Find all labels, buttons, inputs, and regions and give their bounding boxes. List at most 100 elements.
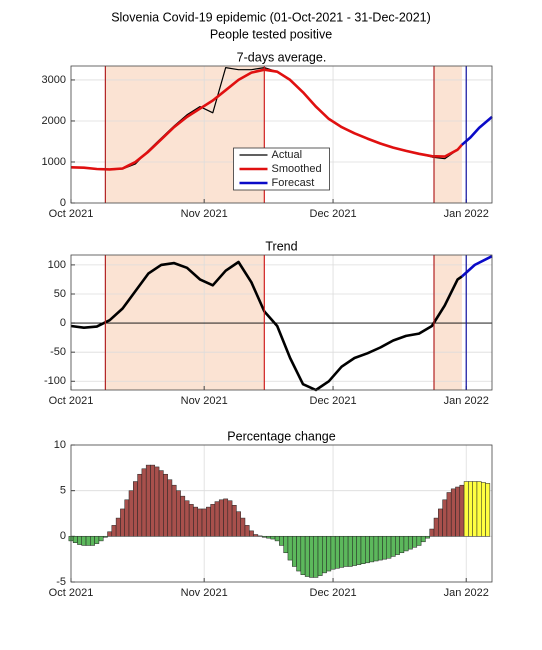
- bar: [266, 536, 272, 539]
- bar: [399, 536, 405, 554]
- panel-title: Trend: [265, 239, 297, 253]
- axes-box: [70, 254, 493, 391]
- x-tick-label: Dec 2021: [310, 587, 357, 599]
- bar: [382, 536, 387, 560]
- bar: [347, 536, 353, 567]
- bar: [283, 536, 289, 554]
- bar: [236, 511, 241, 537]
- x-tick-label: Oct 2021: [49, 395, 94, 407]
- bar: [296, 536, 302, 572]
- bar: [201, 508, 207, 537]
- x-tick-label: Nov 2021: [181, 395, 228, 407]
- bar: [377, 536, 383, 561]
- legend-label: Smoothed: [272, 163, 322, 175]
- bar: [193, 506, 198, 537]
- legend-label: Actual: [272, 149, 303, 161]
- bar: [94, 536, 100, 544]
- bar: [218, 499, 224, 537]
- bar: [115, 517, 121, 537]
- bar: [291, 536, 297, 567]
- bar: [420, 536, 426, 543]
- bar: [244, 525, 250, 537]
- bar: [322, 536, 327, 574]
- bar: [352, 536, 357, 566]
- figure-title: Slovenia Covid-19 epidemic (01-Oct-2021 …: [111, 10, 431, 24]
- bar: [158, 470, 164, 537]
- bar: [472, 481, 478, 537]
- panel-title: Percentage change: [227, 429, 335, 443]
- bar: [334, 536, 340, 569]
- bar: [407, 536, 413, 550]
- x-tick-label: Dec 2021: [310, 208, 357, 220]
- bar: [386, 536, 392, 559]
- bar: [403, 536, 409, 552]
- bar: [326, 536, 332, 572]
- bar: [433, 517, 439, 537]
- x-tick-label: Jan 2022: [444, 395, 489, 407]
- bar: [171, 484, 177, 537]
- bar: [98, 536, 104, 542]
- x-tick-label: Dec 2021: [310, 395, 357, 407]
- bar: [395, 536, 400, 555]
- y-tick-label: 100: [48, 259, 66, 271]
- x-tick-label: Oct 2021: [49, 587, 94, 599]
- bar: [154, 466, 160, 537]
- bar: [270, 536, 276, 540]
- axes-box: [70, 65, 493, 204]
- y-tick-label: 50: [54, 288, 66, 300]
- series-line: [70, 260, 463, 392]
- y-tick-label: 1000: [42, 156, 66, 168]
- bar: [261, 536, 267, 538]
- bar: [356, 536, 362, 565]
- bar: [476, 481, 482, 537]
- y-tick-label: -100: [44, 375, 66, 387]
- bar: [180, 495, 186, 537]
- y-tick-label: 3000: [42, 74, 66, 86]
- x-tick-label: Nov 2021: [181, 208, 228, 220]
- bar: [369, 536, 375, 563]
- bar: [210, 504, 216, 537]
- bar: [317, 536, 323, 576]
- bar: [81, 536, 87, 546]
- bar: [249, 530, 254, 537]
- bar: [450, 488, 456, 537]
- y-tick-label: 0: [60, 317, 66, 329]
- axes-box: [70, 444, 493, 583]
- bar: [102, 536, 108, 538]
- shaded-region: [105, 255, 265, 390]
- bar: [304, 536, 310, 577]
- bar: [339, 536, 345, 568]
- y-tick-label: -5: [56, 576, 66, 588]
- legend-label: Forecast: [272, 177, 315, 189]
- bar: [188, 504, 194, 537]
- figure-subtitle: People tested positive: [210, 27, 332, 41]
- bar: [425, 536, 430, 539]
- y-tick-label: -50: [50, 346, 66, 358]
- panel-title: 7-days average.: [237, 50, 327, 64]
- bar: [90, 536, 95, 546]
- bar: [309, 536, 314, 578]
- bar: [197, 508, 203, 537]
- bar: [274, 536, 280, 542]
- bar: [279, 536, 284, 546]
- bar: [176, 490, 181, 537]
- bar: [343, 536, 349, 567]
- bar: [137, 473, 143, 537]
- y-tick-label: 10: [54, 439, 66, 451]
- bar: [163, 473, 168, 537]
- bar: [145, 464, 151, 537]
- bar: [85, 536, 91, 546]
- bar: [124, 499, 130, 537]
- bar: [206, 506, 211, 537]
- y-tick-label: 0: [60, 197, 66, 209]
- bar: [459, 484, 465, 537]
- bar: [141, 468, 147, 537]
- bar: [240, 517, 246, 537]
- bar: [438, 508, 443, 537]
- bar: [455, 486, 461, 537]
- bar: [412, 536, 418, 548]
- bar: [77, 536, 82, 545]
- bar: [313, 536, 319, 578]
- bar: [72, 536, 78, 543]
- x-tick-label: Jan 2022: [444, 587, 489, 599]
